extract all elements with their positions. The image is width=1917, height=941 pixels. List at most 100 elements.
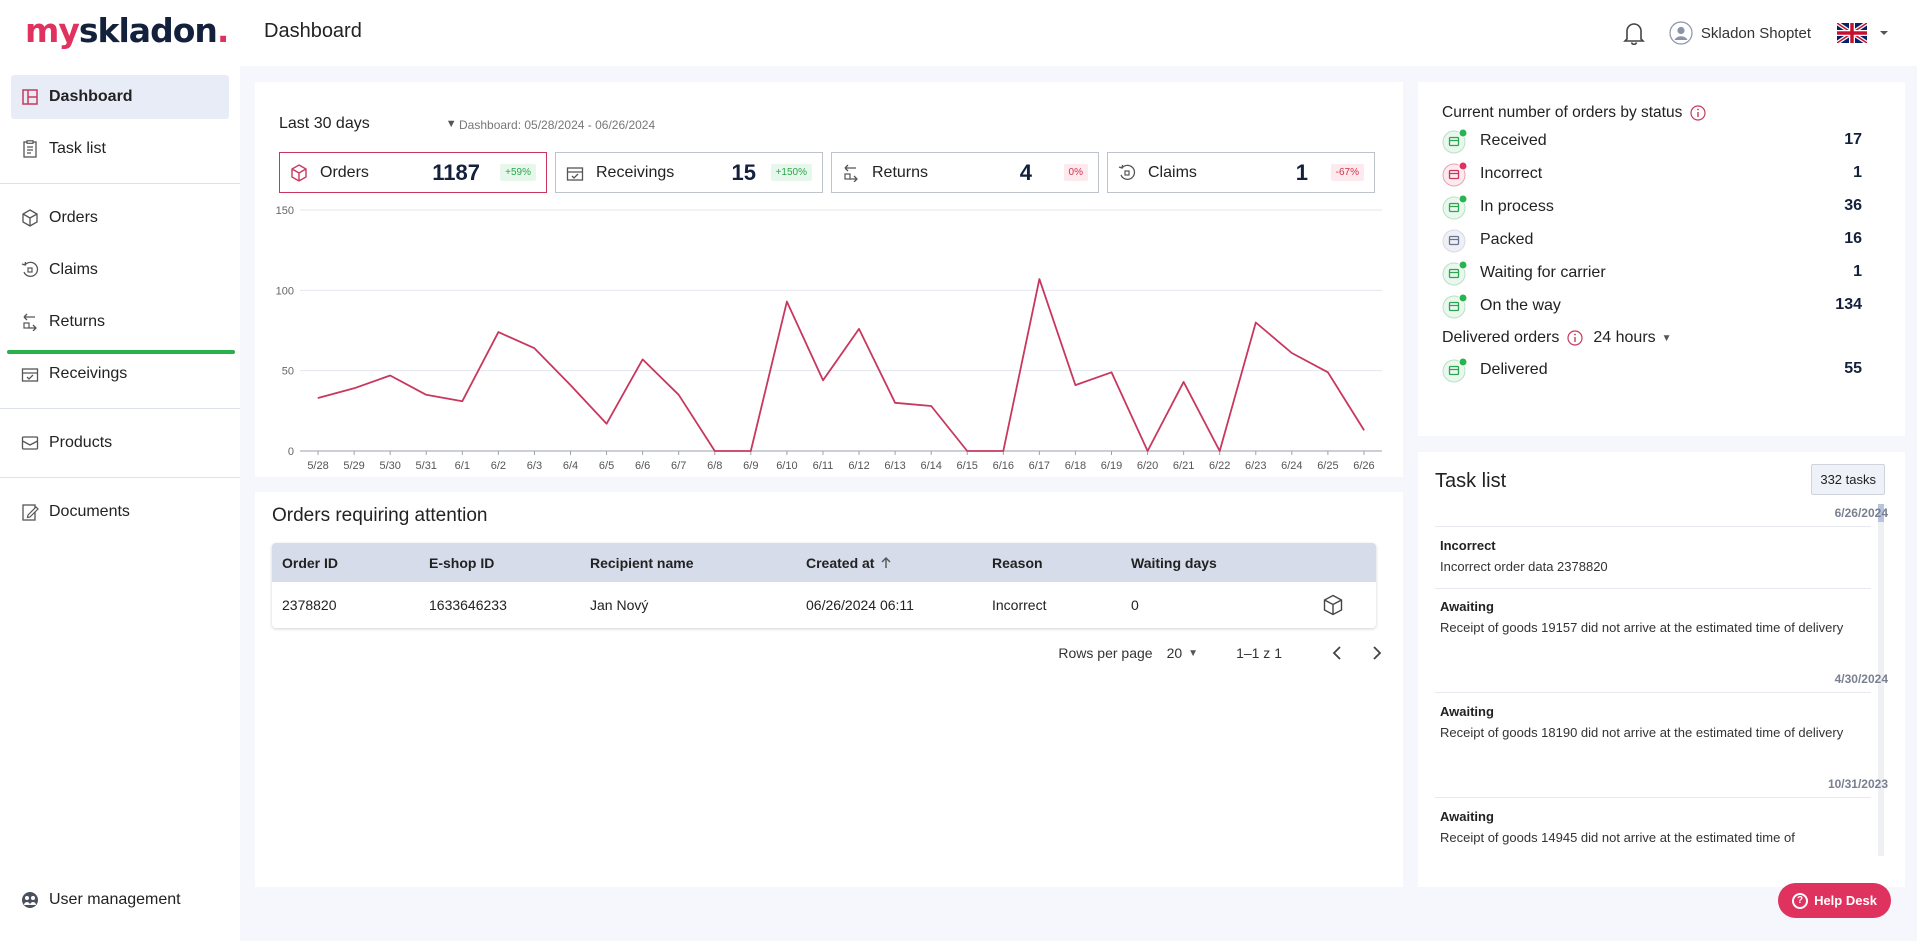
sidebar-item-orders[interactable]: Orders [11,196,229,240]
status-label: Packed [1480,231,1534,248]
divider [0,477,240,478]
data-point [786,301,788,303]
task-item[interactable]: Awaiting Receipt of goods 14945 did not … [1440,809,1870,847]
divider [0,183,240,184]
task-description: Receipt of goods 14945 did not arrive at… [1440,830,1795,845]
status-row[interactable]: Received 17 [1442,128,1882,156]
sidebar-item-user-management[interactable]: User management [11,878,229,922]
data-point [750,450,752,452]
status-row[interactable]: Incorrect 1 [1442,161,1882,189]
sidebar-item-task-list[interactable]: Task list [11,127,229,171]
x-tick-label: 6/22 [1209,460,1230,472]
series-line [317,278,1365,452]
task-item[interactable]: Awaiting Receipt of goods 19157 did not … [1440,599,1870,637]
info-icon[interactable] [1567,330,1583,346]
kpi-receivings[interactable]: Receivings 15 +150% [555,152,823,193]
x-tick-label: 6/12 [848,460,869,472]
scrollbar-track[interactable] [1878,504,1884,856]
sidebar-item-returns[interactable]: Returns [11,300,229,344]
sidebar-item-label: Orders [49,209,98,226]
column-header-created-at[interactable]: Created at [806,555,892,571]
x-tick-label: 6/10 [776,460,797,472]
table-row[interactable]: 2378820 1633646233 Jan Nový 06/26/2024 0… [272,582,1376,628]
user-name[interactable]: Skladon Shoptet [1700,24,1811,42]
user-icon[interactable] [1669,21,1693,45]
box-icon[interactable] [1322,594,1344,616]
chevron-down-icon[interactable]: ▼ [1188,647,1199,659]
question-icon: ? [1792,892,1809,909]
sort-ascending-icon[interactable] [880,556,892,569]
returns-icon [842,164,860,182]
documents-icon [21,503,39,521]
data-point [1255,321,1257,323]
pagination-range: 1–1 z 1 [1236,645,1282,661]
scrollbar-thumb[interactable] [1878,504,1884,522]
delivered-period-select[interactable]: 24 hours [1593,329,1656,346]
x-tick-label: 6/9 [743,460,758,472]
chevron-down-icon[interactable]: ▼ [1661,332,1672,344]
x-tick-label: 6/21 [1173,460,1194,472]
chevron-right-icon[interactable] [1368,644,1386,662]
rows-per-page-select[interactable]: 20 [1166,645,1183,661]
status-row[interactable]: Packed 16 [1442,227,1882,255]
column-header[interactable]: Reason [992,554,1043,571]
status-label: In process [1480,198,1554,215]
status-row[interactable]: Waiting for carrier 1 [1442,260,1882,288]
help-desk-label: Help Desk [1814,893,1877,908]
logo-part-skladon: skladon [78,11,218,50]
active-indicator [7,350,235,354]
sidebar-item-receivings[interactable]: Receivings [11,352,229,396]
task-item[interactable]: Incorrect Incorrect order data 2378820 [1440,538,1870,576]
column-header[interactable]: E-shop ID [429,554,495,571]
logo-part-my: my [25,11,80,50]
data-point [353,387,355,389]
sidebar-item-claims[interactable]: Claims [11,248,229,292]
cell-order-id[interactable]: 2378820 [282,597,337,613]
date-range-info: Dashboard: 05/28/2024 - 06/26/2024 [459,118,656,132]
sidebar-item-dashboard[interactable]: Dashboard [11,75,229,119]
chevron-left-icon[interactable] [1328,644,1346,662]
task-count-badge[interactable]: 332 tasks [1811,464,1885,495]
x-tick-label: 6/23 [1245,460,1266,472]
kpi-claims[interactable]: Claims 1 -67% [1107,152,1375,193]
divider [1435,692,1871,693]
status-row-delivered[interactable]: Delivered 55 [1442,357,1882,385]
column-header-label: Created at [806,554,875,571]
products-icon [21,434,39,452]
sidebar-item-documents[interactable]: Documents [11,490,229,534]
task-description: Receipt of goods 19157 did not arrive at… [1440,620,1844,635]
logo-dot: . [216,11,230,50]
y-tick-label: 50 [282,366,294,378]
column-header[interactable]: Order ID [282,554,339,571]
status-row[interactable]: In process 36 [1442,194,1882,222]
status-row[interactable]: On the way 134 [1442,293,1882,321]
uk-flag-icon[interactable] [1837,23,1867,43]
x-tick-label: 6/25 [1317,460,1338,472]
chevron-down-icon[interactable] [1877,26,1891,40]
sidebar-item-label: Dashboard [49,88,133,105]
info-icon[interactable] [1690,105,1706,121]
data-point [606,423,608,425]
status-value: 36 [1844,197,1862,214]
logo[interactable]: myskladon. [25,11,230,50]
x-tick-label: 6/16 [993,460,1014,472]
column-header[interactable]: Waiting days [1131,554,1217,571]
date-range-select[interactable]: Last 30 days ▼ [279,115,457,133]
received-status-icon [1442,128,1468,154]
column-header[interactable]: Recipient name [590,554,694,571]
kpi-returns[interactable]: Returns 4 0% [831,152,1099,193]
kpi-value: 4 [1019,159,1032,185]
sidebar-item-products[interactable]: Products [11,421,229,465]
kpi-orders[interactable]: Orders 1187 +59% [279,152,547,193]
dashboard-icon [21,88,39,106]
bell-icon[interactable] [1617,16,1651,50]
y-tick-label: 150 [276,205,294,217]
x-tick-label: 5/31 [416,460,437,472]
help-desk-button[interactable]: ? Help Desk [1778,883,1891,918]
task-item[interactable]: Awaiting Receipt of goods 18190 did not … [1440,704,1870,742]
cell-recipient: Jan Nový [590,597,649,613]
sidebar-item-label: Returns [49,313,106,330]
receivings-icon [566,164,584,182]
divider [1435,588,1871,589]
orders-line-chart: 0 50 100 150 5/28 5/29 5/30 5/31 6/1 6/2 6/3 6/4 6/5… [276,205,1382,472]
